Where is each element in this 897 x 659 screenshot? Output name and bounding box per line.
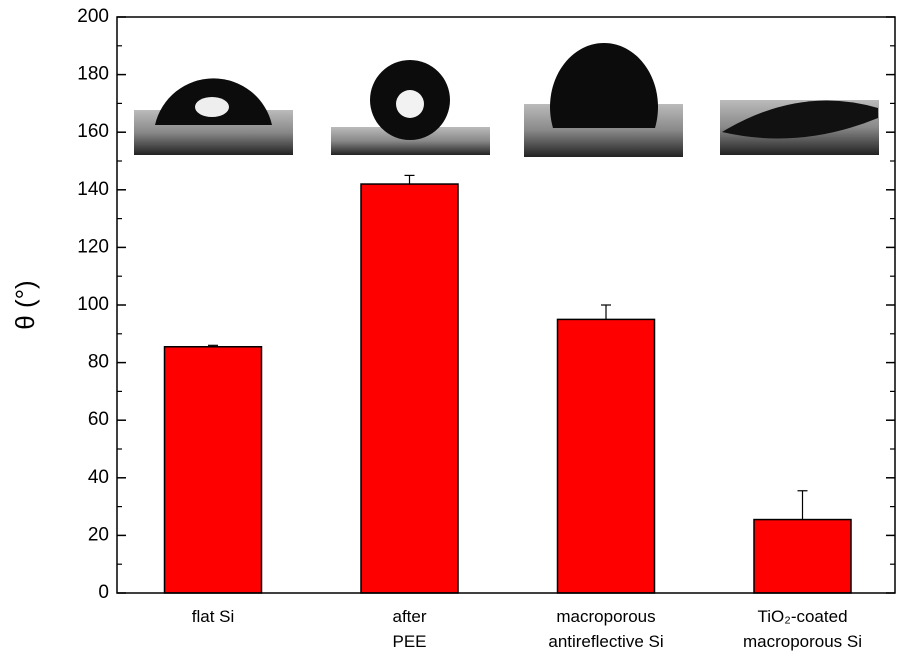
x-tick-label: macroporous antireflective Si — [548, 607, 663, 651]
y-tick-label: 100 — [77, 294, 109, 315]
error-bar — [601, 304, 611, 320]
y-tick-label: 20 — [88, 524, 109, 545]
y-tick-label: 60 — [88, 409, 109, 430]
bar — [556, 318, 656, 594]
y-tick-label: 180 — [77, 64, 109, 85]
y-axis-label: θ (°) — [10, 280, 40, 329]
error-bar — [404, 174, 415, 185]
y-tick-label: 120 — [77, 236, 109, 257]
y-tick-label: 40 — [88, 467, 109, 488]
x-tick-label: TiO₂-coated macroporous Si — [743, 607, 862, 651]
bar — [163, 346, 263, 594]
bar — [360, 183, 459, 594]
error-bar — [797, 490, 808, 520]
y-tick-label: 200 — [77, 6, 109, 27]
plot: 0 20 40 60 80 100 120 140 160 180 200 flat Si after P… — [77, 6, 895, 651]
y-tick-label: 80 — [88, 352, 109, 373]
error-bar — [208, 344, 218, 347]
y-tick-label: 0 — [98, 582, 109, 603]
droplet-images — [134, 42, 879, 157]
axes-frame — [116, 16, 896, 594]
x-tick-label: after PEE — [392, 607, 426, 651]
x-tick-label: flat Si — [192, 607, 235, 626]
bar — [753, 518, 852, 594]
y-tick-label: 140 — [77, 179, 109, 200]
y-tick-label: 160 — [77, 121, 109, 142]
